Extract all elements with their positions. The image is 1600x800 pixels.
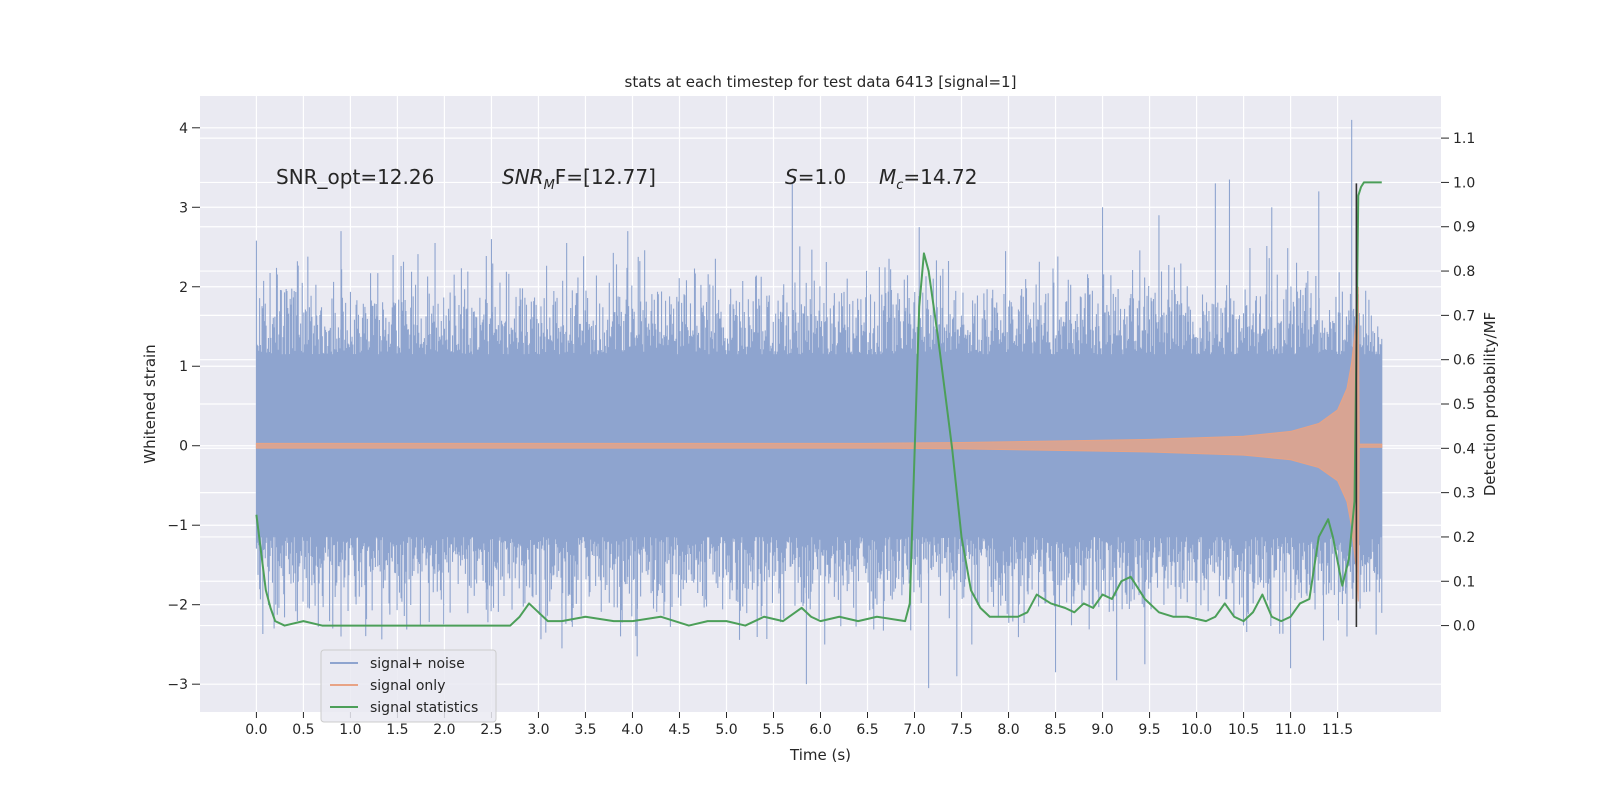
x-tick-label-21: 10.5 [1228, 722, 1259, 738]
x-tick-label-19: 9.5 [1138, 722, 1160, 738]
chart-title: stats at each timestep for test data 641… [625, 73, 1017, 91]
y-left-tick-label-5: 2 [179, 280, 188, 296]
x-tick-label-13: 6.5 [856, 722, 878, 738]
x-tick-label-9: 4.5 [668, 722, 690, 738]
signal-envelope [255, 286, 1383, 602]
y-right-tick-label-6: 0.6 [1453, 353, 1475, 369]
y-right-tick-label-3: 0.3 [1453, 486, 1475, 502]
x-tick-label-4: 2.0 [433, 722, 455, 738]
y-left-tick-label-0: −3 [167, 677, 188, 693]
y-right-tick-label-5: 0.5 [1453, 397, 1475, 413]
y-right-tick-label-7: 0.7 [1453, 308, 1475, 324]
x-tick-label-6: 3.0 [527, 722, 549, 738]
x-tick-label-7: 3.5 [574, 722, 596, 738]
annotation-snr-mf: SNRMF=[12.77] [502, 165, 656, 193]
signal-statistics-line [255, 181, 1382, 627]
y-left-tick-label-1: −2 [167, 598, 188, 614]
x-tick-label-15: 7.5 [950, 722, 972, 738]
y-right-tick-label-1: 0.1 [1453, 574, 1475, 590]
x-tick-label-10: 5.0 [715, 722, 737, 738]
legend-label-signal-statistics: signal statistics [370, 700, 478, 716]
annotation-s-value: S=1.0 [785, 165, 846, 189]
y-left-tick-label-6: 3 [179, 200, 188, 216]
x-axis-label: Time (s) [789, 746, 851, 764]
x-tick-label-1: 0.5 [292, 722, 314, 738]
x-tick-label-18: 9.0 [1091, 722, 1113, 738]
y-right-tick-label-0: 0.0 [1453, 619, 1475, 635]
y-axis-label-right: Detection probability/MF [1481, 312, 1499, 496]
x-tick-label-5: 2.5 [480, 722, 502, 738]
y-ticks-right: 0.0 0.1 0.2 0.3 0.4 0.5 0.6 0.7 0.8 0.9 1.0 1.1 [1441, 131, 1475, 635]
x-tick-label-8: 4.0 [621, 722, 643, 738]
x-tick-label-22: 11.0 [1275, 722, 1306, 738]
x-tick-label-0: 0.0 [245, 722, 267, 738]
y-right-tick-label-11: 1.1 [1453, 131, 1475, 147]
y-axis-label-left: Whitened strain [141, 344, 159, 463]
annotation-mc-value: Mc=14.72 [879, 165, 977, 193]
y-left-tick-label-4: 1 [179, 359, 188, 375]
x-tick-label-23: 11.5 [1322, 722, 1353, 738]
x-tick-label-17: 8.5 [1044, 722, 1066, 738]
x-ticks: 0.0 0.5 1.0 1.5 2.0 2.5 3.0 3.5 4.0 4.5 5.0 5.5 6.0 6… [245, 712, 1353, 738]
signal-only-series [255, 286, 1383, 602]
annotation-snr-opt: SNR_opt=12.26 [276, 165, 434, 189]
y-left-tick-label-3: 0 [179, 439, 188, 455]
y-left-tick-label-7: 4 [179, 121, 188, 137]
y-left-tick-label-2: −1 [167, 518, 188, 534]
legend-label-signal-noise: signal+ noise [370, 656, 465, 672]
y-right-tick-label-10: 1.0 [1453, 175, 1475, 191]
y-right-tick-label-4: 0.4 [1453, 441, 1475, 457]
y-right-tick-label-2: 0.2 [1453, 530, 1475, 546]
x-tick-label-12: 6.0 [809, 722, 831, 738]
y-right-tick-label-8: 0.8 [1453, 264, 1475, 280]
legend-box [320, 649, 497, 723]
x-tick-label-3: 1.5 [386, 722, 408, 738]
x-tick-label-14: 7.0 [903, 722, 925, 738]
y-right-tick-label-9: 0.9 [1453, 220, 1475, 236]
x-tick-label-2: 1.0 [339, 722, 361, 738]
legend: signal+ noise signal only signal statist… [320, 649, 497, 723]
legend-label-signal-only: signal only [370, 678, 445, 694]
x-tick-label-20: 10.0 [1181, 722, 1212, 738]
x-tick-label-11: 5.5 [762, 722, 784, 738]
signal-statistics-series [255, 181, 1382, 627]
y-ticks-left: −3 −2 −1 0 1 2 3 4 [167, 121, 200, 693]
x-tick-label-16: 8.0 [997, 722, 1019, 738]
